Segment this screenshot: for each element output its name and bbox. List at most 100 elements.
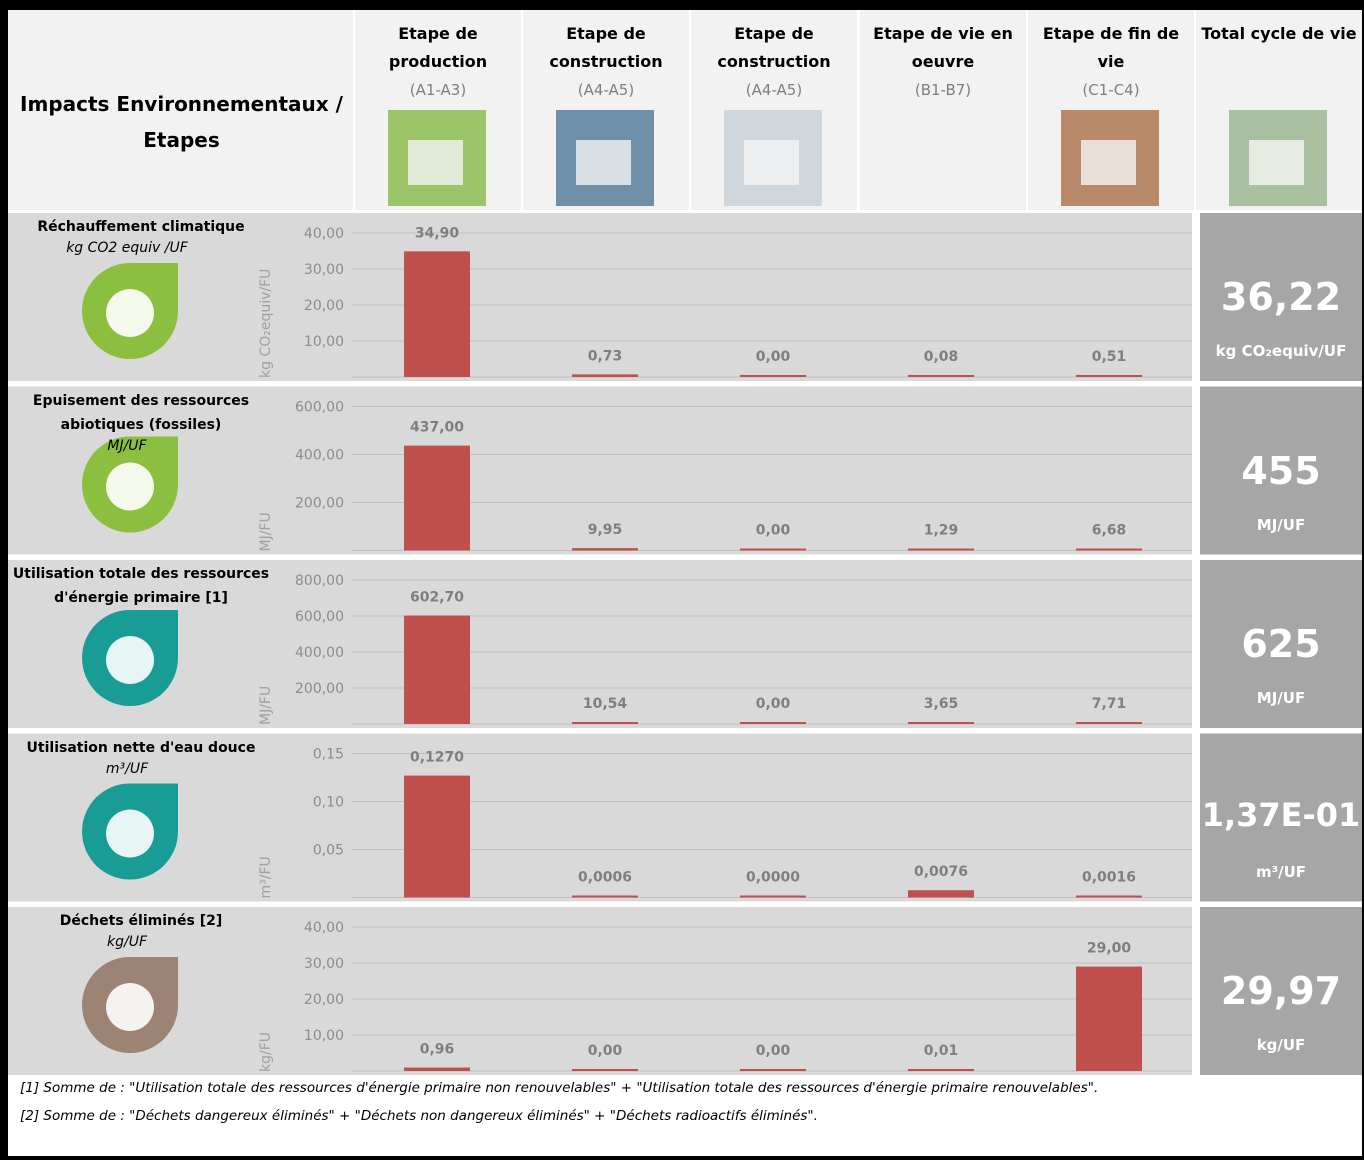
icon-glyph bbox=[106, 983, 154, 1031]
y-tick-label: 600,00 bbox=[295, 400, 344, 416]
row-title: Utilisation nette d'eau douce bbox=[8, 736, 274, 760]
bar bbox=[1076, 896, 1142, 898]
bar bbox=[404, 251, 470, 377]
footnote: [2] Somme de : "Déchets dangereux élimin… bbox=[20, 1108, 818, 1124]
bar bbox=[1076, 722, 1142, 724]
bar bbox=[740, 722, 806, 724]
value-label: 7,71 bbox=[1092, 696, 1127, 712]
bar bbox=[404, 446, 470, 551]
stage-image-detail bbox=[744, 140, 799, 185]
row-title: Réchauffement climatique bbox=[8, 215, 274, 239]
bar bbox=[572, 1069, 638, 1071]
bar bbox=[908, 722, 974, 724]
total-value: 625 bbox=[1200, 622, 1362, 666]
page: 10,00 20,00 30,00 40,00 kg CO₂equiv/FU 34,90 0… bbox=[0, 0, 1364, 1160]
stage-code: (A4-A5) bbox=[691, 76, 857, 104]
bar bbox=[740, 375, 806, 377]
value-label: 0,1270 bbox=[410, 750, 464, 766]
bar bbox=[572, 896, 638, 898]
bar bbox=[572, 548, 638, 550]
value-label: 9,95 bbox=[588, 522, 623, 538]
y-tick-label: 0,10 bbox=[313, 795, 344, 811]
value-label: 0,00 bbox=[756, 1043, 791, 1059]
stage-code: (B1-B7) bbox=[860, 76, 1026, 104]
y-tick-label: 10,00 bbox=[304, 1028, 344, 1044]
value-label: 1,29 bbox=[924, 523, 959, 539]
bar bbox=[908, 1069, 974, 1071]
bar bbox=[572, 722, 638, 724]
stage-title: Etape de construction bbox=[691, 20, 857, 76]
bar bbox=[908, 375, 974, 377]
value-label: 3,65 bbox=[924, 696, 959, 712]
axis-title: kg CO₂equiv/FU bbox=[258, 269, 274, 378]
axis-title: m³/FU bbox=[258, 856, 274, 898]
axis-title: MJ/FU bbox=[258, 686, 274, 725]
icon-glyph bbox=[106, 289, 154, 337]
row-title: Déchets éliminés [2] bbox=[8, 909, 274, 933]
y-tick-label: 30,00 bbox=[304, 956, 344, 972]
footnote: [1] Somme de : "Utilisation totale des r… bbox=[20, 1080, 1098, 1096]
y-tick-label: 30,00 bbox=[304, 262, 344, 278]
value-label: 437,00 bbox=[410, 420, 464, 436]
y-tick-label: 0,05 bbox=[313, 843, 344, 859]
value-label: 0,00 bbox=[756, 349, 791, 365]
y-tick-label: 400,00 bbox=[295, 448, 344, 464]
y-tick-label: 0,15 bbox=[313, 747, 344, 763]
y-tick-label: 600,00 bbox=[295, 609, 344, 625]
stage-image-detail bbox=[576, 140, 631, 185]
bar bbox=[572, 374, 638, 377]
bar bbox=[908, 890, 974, 897]
bar bbox=[740, 896, 806, 898]
bar bbox=[908, 549, 974, 551]
row-unit: kg/UF bbox=[8, 934, 246, 950]
stage-image-detail bbox=[1249, 140, 1304, 185]
total-unit: MJ/UF bbox=[1200, 516, 1362, 534]
value-label: 602,70 bbox=[410, 590, 464, 606]
row-unit: m³/UF bbox=[8, 761, 246, 777]
bar bbox=[1076, 375, 1142, 377]
icon-glyph bbox=[106, 463, 154, 511]
stage-code: (A1-A3) bbox=[355, 76, 521, 104]
value-label: 10,54 bbox=[583, 696, 628, 712]
value-label: 0,00 bbox=[756, 696, 791, 712]
bar bbox=[740, 549, 806, 551]
value-label: 0,00 bbox=[588, 1043, 623, 1059]
stage-title: Etape de fin de vie bbox=[1028, 20, 1194, 76]
bar bbox=[404, 1068, 470, 1071]
stage-title: Etape de vie en oeuvre bbox=[860, 20, 1026, 76]
header-title: Impacts Environnementaux / Etapes bbox=[8, 86, 355, 158]
total-value: 36,22 bbox=[1200, 275, 1362, 319]
value-label: 0,96 bbox=[420, 1042, 455, 1058]
y-tick-label: 40,00 bbox=[304, 226, 344, 242]
value-label: 0,51 bbox=[1092, 349, 1127, 365]
row-unit: kg CO2 equiv /UF bbox=[8, 240, 246, 256]
stage-title: Etape de construction bbox=[523, 20, 689, 76]
stage-code: (A4-A5) bbox=[523, 76, 689, 104]
icon-glyph bbox=[106, 636, 154, 684]
value-label: 0,01 bbox=[924, 1043, 959, 1059]
y-tick-label: 400,00 bbox=[295, 645, 344, 661]
bar bbox=[404, 616, 470, 724]
total-unit: kg CO₂equiv/UF bbox=[1200, 342, 1362, 360]
y-tick-label: 200,00 bbox=[295, 496, 344, 512]
axis-title: kg/FU bbox=[258, 1032, 274, 1072]
value-label: 34,90 bbox=[415, 225, 460, 241]
y-tick-label: 800,00 bbox=[295, 573, 344, 589]
bar bbox=[740, 1069, 806, 1071]
bar bbox=[1076, 967, 1142, 1071]
value-label: 0,73 bbox=[588, 348, 623, 364]
stage-image-detail bbox=[408, 140, 463, 185]
row-title: Utilisation totale des ressources d'éner… bbox=[8, 562, 274, 610]
axis-title: MJ/FU bbox=[258, 512, 274, 551]
value-label: 0,0006 bbox=[578, 870, 632, 886]
bar bbox=[404, 776, 470, 898]
stage-title: Total cycle de vie bbox=[1196, 20, 1362, 48]
total-value: 455 bbox=[1200, 449, 1362, 493]
row-unit: MJ/UF bbox=[8, 438, 246, 454]
total-unit: kg/UF bbox=[1200, 1036, 1362, 1054]
stage-title: Etape de production bbox=[355, 20, 521, 76]
y-tick-label: 200,00 bbox=[295, 681, 344, 697]
y-tick-label: 20,00 bbox=[304, 992, 344, 1008]
total-value: 1,37E-01 bbox=[1200, 796, 1362, 834]
value-label: 0,00 bbox=[756, 523, 791, 539]
